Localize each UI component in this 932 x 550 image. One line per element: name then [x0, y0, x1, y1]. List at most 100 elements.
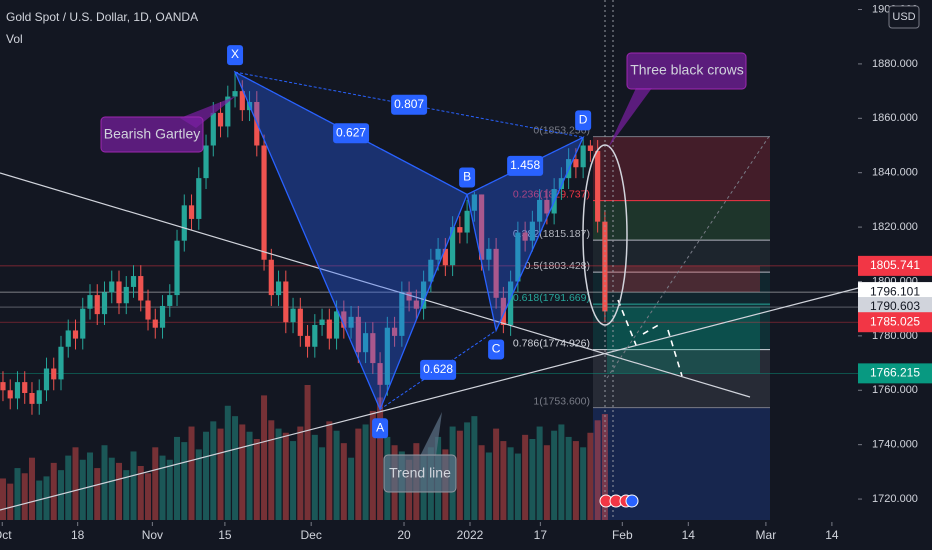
candle-body: [457, 227, 463, 233]
volume-bar: [152, 447, 159, 520]
point-label: B: [463, 170, 471, 184]
candle-body: [580, 145, 586, 168]
x-tick-label: 18: [71, 528, 85, 542]
volume-bar: [282, 432, 289, 520]
candle-body: [22, 382, 28, 393]
candle-body: [479, 194, 485, 260]
price-marker-label: 1785.025: [870, 314, 920, 328]
volume-bar: [304, 385, 311, 520]
axes: 1720.0001740.0001760.0001780.0001800.000…: [0, 3, 932, 542]
x-tick-label: 2022: [457, 528, 484, 542]
candle-body: [145, 300, 151, 320]
candle-body: [196, 178, 202, 219]
candle-body: [87, 295, 93, 309]
volume-bar: [464, 422, 471, 520]
candle-body: [101, 292, 108, 315]
volume-bar: [485, 452, 492, 520]
volume-bar: [471, 416, 478, 520]
price-marker-label: 1805.741: [870, 258, 920, 272]
price-marker-label: 1766.215: [870, 366, 920, 380]
volume-bar: [587, 432, 594, 520]
candle-body: [406, 292, 412, 301]
volume-bar: [536, 426, 543, 520]
candle-body: [203, 145, 209, 179]
candle-body: [14, 382, 21, 399]
volume-bar: [311, 434, 318, 520]
ratio-label: 0.807: [394, 97, 424, 111]
candle-body: [51, 368, 57, 380]
annotation: Bearish Gartley: [104, 126, 200, 142]
volume-bar: [232, 416, 239, 520]
volume-bar: [203, 431, 210, 520]
x-tick-label: Oct: [0, 528, 12, 542]
volume-bar: [340, 443, 347, 520]
volume-bar: [94, 468, 101, 520]
point-badge: [575, 110, 592, 131]
fib-label: 0.618(1791.669): [513, 292, 590, 304]
volume-label: Vol: [6, 32, 23, 46]
candle-body: [544, 199, 550, 214]
price-marker: [858, 312, 932, 333]
point-label: D: [579, 113, 588, 127]
volume-bar: [268, 420, 275, 520]
candle-body: [420, 281, 427, 309]
price-marker: [858, 297, 932, 318]
ratio-badge: [391, 94, 428, 115]
candle-body: [210, 112, 216, 146]
candle-body: [362, 333, 369, 353]
candle-body: [159, 305, 166, 328]
volume-bar: [50, 462, 57, 520]
candle-body: [442, 248, 448, 266]
x-tick-label: 14: [825, 528, 839, 542]
candle-body: [290, 308, 296, 323]
candle-body: [595, 150, 601, 222]
volume-bar: [275, 428, 282, 520]
point-badge: [372, 418, 389, 439]
y-tick-label: 1780.000: [872, 330, 918, 342]
ratio-badge: [420, 359, 457, 380]
fib-band: [593, 136, 770, 201]
candle-body: [537, 199, 543, 222]
x-tick-label: Feb: [612, 528, 633, 542]
volume-bar: [601, 414, 608, 520]
volume-bar: [558, 424, 565, 520]
volume-bar: [123, 470, 130, 520]
y-tick-label: 1720.000: [872, 493, 918, 505]
volume-bar: [514, 453, 521, 520]
candle-body: [486, 248, 492, 260]
volume-bar: [65, 455, 72, 520]
candle-body: [304, 335, 311, 347]
x-tick-label: Nov: [142, 528, 163, 542]
candle-body: [188, 205, 195, 219]
candle-body: [355, 316, 361, 353]
volume-bar: [572, 441, 579, 520]
candle-body: [268, 259, 274, 296]
candle-body: [435, 248, 441, 260]
event-flags: [599, 494, 639, 508]
candle-body: [312, 325, 318, 347]
candle-body: [94, 295, 100, 315]
point-badge: [227, 45, 244, 66]
currency: USD: [892, 11, 915, 23]
candle-body: [413, 300, 419, 309]
volume-bar: [551, 430, 558, 520]
candle-body: [326, 319, 332, 339]
candle-body: [109, 281, 115, 293]
volume-bar: [580, 447, 587, 520]
fib-band: [593, 200, 770, 241]
candle-body: [123, 286, 129, 304]
volume-bar: [217, 428, 224, 520]
candle-body: [116, 281, 122, 304]
volume-bar: [456, 430, 463, 520]
volume-bar: [565, 436, 572, 520]
volume-bar: [7, 483, 14, 520]
candle-body: [232, 91, 238, 97]
candle-body: [529, 221, 535, 241]
candle-body: [225, 96, 231, 127]
candle-body: [261, 145, 267, 260]
candle-body: [399, 292, 405, 336]
candle-body: [515, 232, 521, 282]
volume-bar: [145, 473, 152, 520]
